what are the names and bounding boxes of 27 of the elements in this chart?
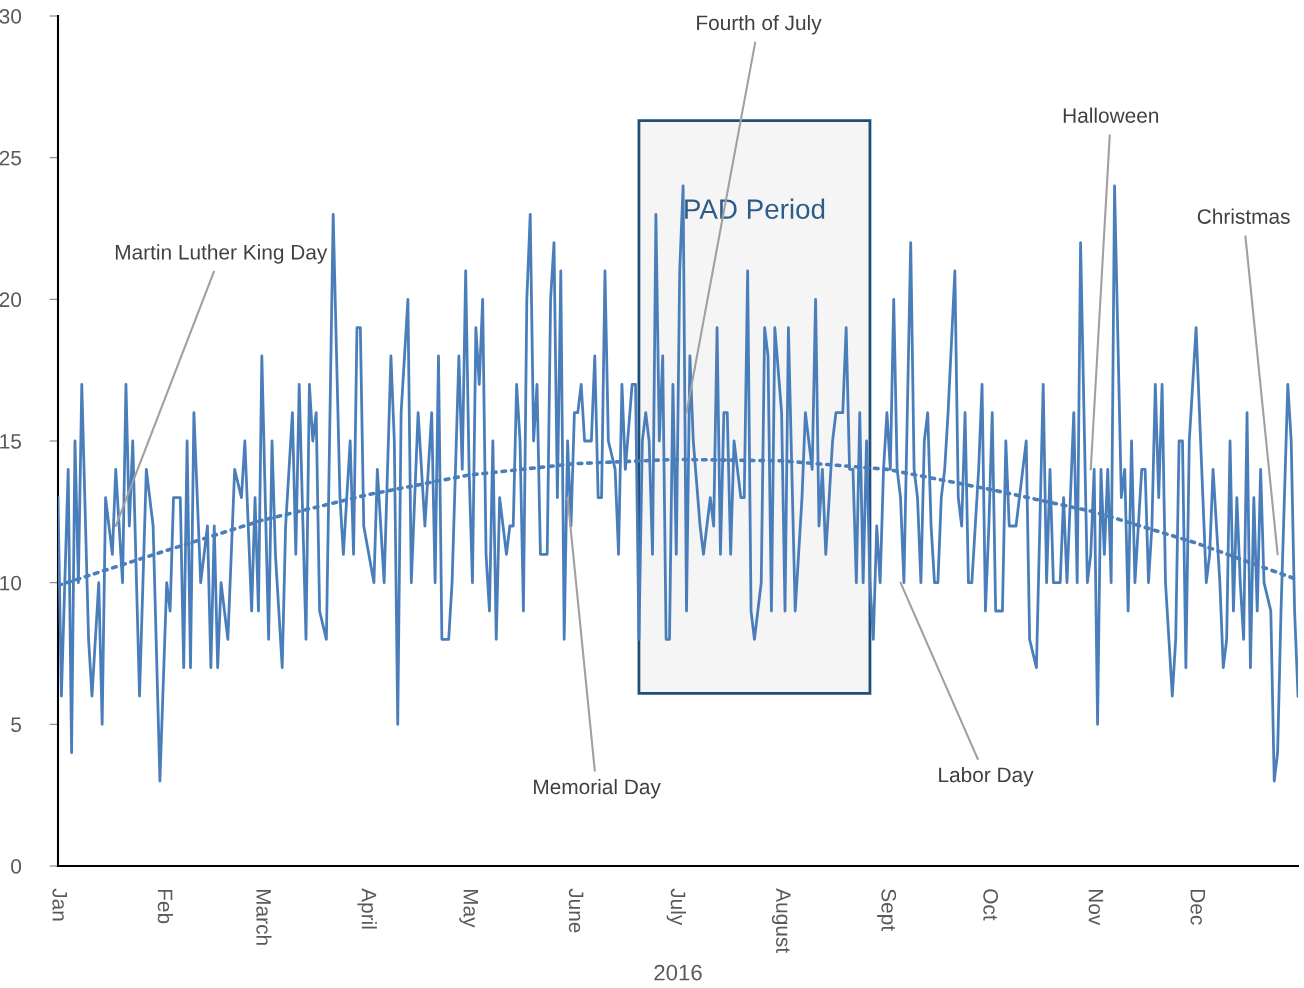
x-tick-label: April <box>357 888 377 929</box>
x-tick-label: Dec <box>1190 889 1206 925</box>
y-tick-label: 20 <box>0 292 22 308</box>
y-tick-label: 30 <box>0 9 22 24</box>
x-tick-label: August <box>771 888 791 953</box>
x-tick-label: June <box>568 888 584 933</box>
x-tick-label: March <box>256 889 272 945</box>
x-tick-label: May <box>459 889 479 928</box>
x-tick-label: Feb <box>157 889 174 924</box>
y-tick-label: 15 <box>0 434 22 449</box>
y-tick-label: 5 <box>11 717 22 733</box>
annotation: Halloween <box>1063 107 1159 123</box>
x-tick-label: Nov <box>1088 889 1104 926</box>
x-tick-label: July <box>666 888 687 926</box>
y-tick-label: 0 <box>11 859 22 874</box>
annotation: Memorial Day <box>534 778 661 799</box>
annotation: Martin Luther King Day <box>115 244 328 264</box>
x-tick-label: Jan <box>52 888 67 921</box>
x-axis-title: 2016 <box>654 964 702 981</box>
annotation: Labor Day <box>939 766 1034 787</box>
x-tick-label: Sept <box>877 889 897 931</box>
annotation: Fourth of July <box>697 14 822 35</box>
band-label: PAD Period <box>685 198 825 219</box>
x-tick-label: Oct <box>983 889 999 921</box>
y-tick-label: 25 <box>0 150 22 166</box>
annotation: Christmas <box>1197 208 1290 224</box>
y-tick-label: 10 <box>0 575 22 591</box>
